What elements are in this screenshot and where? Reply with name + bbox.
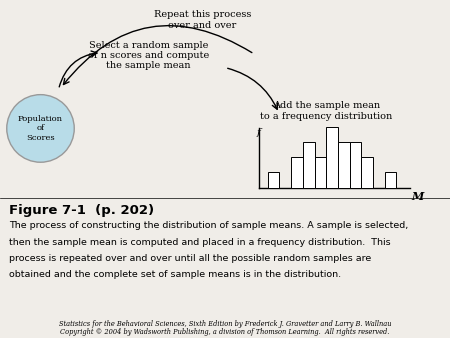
Text: obtained and the complete set of sample means is in the distribution.: obtained and the complete set of sample … (9, 270, 341, 279)
Bar (268, 172, 279, 188)
Bar (361, 157, 373, 188)
Bar (338, 142, 350, 188)
Text: Copyright © 2004 by Wadsworth Publishing, a division of Thomson Learning.  All r: Copyright © 2004 by Wadsworth Publishing… (60, 328, 390, 336)
Text: Figure 7-1  (p. 202): Figure 7-1 (p. 202) (9, 204, 154, 217)
Text: Statistics for the Behavioral Sciences, Sixth Edition by Frederick J. Gravetter : Statistics for the Behavioral Sciences, … (59, 320, 391, 328)
Bar (291, 157, 303, 188)
Text: M: M (412, 191, 424, 202)
Ellipse shape (7, 95, 74, 162)
Bar (315, 157, 326, 188)
Text: process is repeated over and over until all the possible random samples are: process is repeated over and over until … (9, 254, 371, 263)
Bar (350, 142, 361, 188)
Text: Select a random sample
of n scores and compute
the sample mean: Select a random sample of n scores and c… (88, 41, 209, 70)
Text: Add the sample mean
to a frequency distribution: Add the sample mean to a frequency distr… (260, 101, 392, 121)
Bar (385, 172, 396, 188)
Text: f: f (257, 128, 261, 137)
Text: The process of constructing the distribution of sample means. A sample is select: The process of constructing the distribu… (9, 221, 408, 231)
Text: then the sample mean is computed and placed in a frequency distribution.  This: then the sample mean is computed and pla… (9, 238, 391, 247)
Text: Repeat this process
over and over: Repeat this process over and over (154, 10, 251, 29)
Text: Population
of
Scores: Population of Scores (18, 115, 63, 142)
Bar (326, 127, 338, 188)
Bar (303, 142, 315, 188)
